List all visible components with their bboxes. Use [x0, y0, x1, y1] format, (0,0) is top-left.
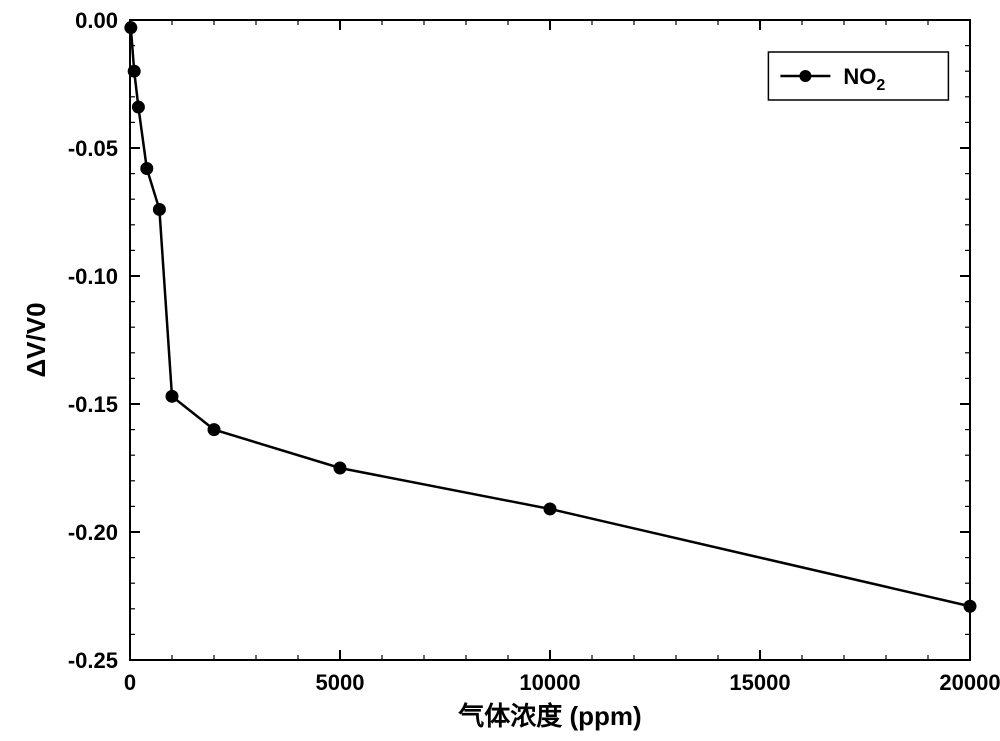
data-point: [208, 424, 220, 436]
data-point: [128, 65, 140, 77]
chart-svg: 0 5000 10000 15000 20000 0.00 -0.05 -0.10 -0.15 -…: [0, 0, 1000, 741]
data-point: [125, 22, 137, 34]
y-tick-label: -0.05: [68, 136, 118, 161]
x-tick-label: 15000: [729, 670, 790, 695]
data-point: [334, 462, 346, 474]
y-tick-label: -0.25: [68, 648, 118, 673]
data-point: [964, 600, 976, 612]
x-tick-label: 0: [124, 670, 136, 695]
y-tick-label: -0.10: [68, 264, 118, 289]
data-point: [166, 390, 178, 402]
data-point: [544, 503, 556, 515]
data-point: [141, 162, 153, 174]
x-tick-label: 20000: [939, 670, 1000, 695]
y-tick-label: 0.00: [75, 8, 118, 33]
chart-container: 0 5000 10000 15000 20000 0.00 -0.05 -0.10 -0.15 -…: [0, 0, 1000, 741]
y-axis-label: ΔV/V0: [21, 302, 51, 377]
x-axis-label: 气体浓度 (ppm): [457, 701, 641, 731]
data-point: [153, 203, 165, 215]
data-point: [132, 101, 144, 113]
x-tick-label: 5000: [316, 670, 365, 695]
x-tick-label: 10000: [519, 670, 580, 695]
y-tick-label: -0.20: [68, 520, 118, 545]
y-tick-label: -0.15: [68, 392, 118, 417]
legend-marker: [799, 70, 811, 82]
